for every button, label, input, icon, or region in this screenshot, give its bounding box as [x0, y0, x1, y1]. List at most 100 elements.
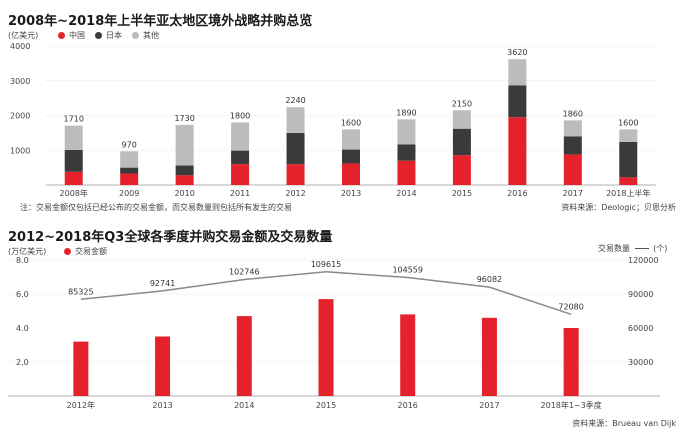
legend-count-label: 交易数量: [598, 244, 630, 253]
chart1-legend: 中国 日本 其他: [58, 30, 159, 41]
chart2-amount-bar: [563, 328, 579, 396]
chart1-total-label: 2240: [285, 96, 305, 105]
chart2-legend: 交易金额: [64, 246, 107, 257]
chart1-bar-other: [231, 122, 250, 151]
chart1-x-tick-label: 2013: [341, 189, 361, 198]
legend-japan-label: 日本: [106, 31, 122, 40]
chart1-bar-china: [452, 155, 471, 185]
chart1-bar-china: [619, 177, 638, 185]
chart1-bar-other: [120, 151, 139, 168]
chart2-amount-bar: [155, 336, 171, 396]
chart1-x-tick-label: 2012: [285, 189, 305, 198]
chart1-bar-japan: [64, 149, 83, 172]
chart1-x-tick-label: 2015: [452, 189, 472, 198]
chart1-x-tick-label: 2008年: [60, 188, 88, 198]
chart2-y2-tick-label: 30000: [628, 358, 653, 367]
chart1-bar-other: [619, 129, 638, 142]
chart2-x-tick-label: 2013: [152, 401, 172, 410]
chart1-total-label: 1730: [174, 114, 194, 123]
chart2-count-line: [80, 271, 572, 316]
chart1-note: 注：交易金额仅包括已经公布的交易金额，而交易数量则包括所有发生的交易: [20, 203, 292, 212]
chart1-x-tick-label: 2018上半年: [606, 188, 650, 198]
chart2-x-tick-label: 2017: [479, 401, 499, 410]
chart1-bar-china: [508, 117, 527, 185]
chart1-bar-china: [397, 160, 416, 185]
chart1-bar-japan: [452, 128, 471, 156]
chart1-bar-other: [175, 124, 194, 166]
chart1-bar-other: [64, 125, 83, 150]
chart2-x-tick-label: 2015: [316, 401, 336, 410]
chart1-bar-china: [231, 164, 250, 185]
chart1-bar-other: [342, 129, 360, 150]
legend-count-unit: (个): [653, 244, 668, 253]
chart1-bar-japan: [342, 149, 360, 164]
legend-other-swatch: [132, 32, 139, 39]
chart1-y-unit: (亿美元): [8, 31, 39, 40]
chart1-x-tick-label: 2014: [396, 189, 416, 198]
legend-amount-label: 交易金额: [75, 247, 107, 256]
chart1-x-tick-label: 2017: [563, 189, 583, 198]
chart1-total-label: 1860: [563, 109, 583, 118]
chart1-total-label: 3620: [507, 48, 527, 57]
chart1-bar-other: [563, 120, 582, 137]
chart1-bar-japan: [231, 150, 250, 165]
chart1-bar-japan: [563, 136, 582, 155]
chart1-bar-japan: [397, 144, 416, 161]
chart2-count-label: 85325: [68, 287, 93, 296]
chart2-amount-bar: [481, 317, 497, 396]
legend-japan-swatch: [95, 32, 102, 39]
chart1-y-tick-label: 1000: [10, 146, 30, 155]
chart1-bar-japan: [175, 165, 194, 176]
chart1-bar-japan: [286, 132, 305, 165]
chart2-y-tick-label: 2.0: [16, 358, 29, 367]
chart1-bar-china: [64, 171, 83, 185]
legend-other-label: 其他: [143, 31, 159, 40]
chart1-bar-japan: [508, 85, 527, 118]
chart1-y-tick-label: 3000: [10, 77, 30, 86]
chart2-count-label: 102746: [229, 268, 260, 277]
chart2-y-tick-label: 4.0: [16, 324, 29, 333]
legend-china-swatch: [58, 32, 65, 39]
chart1-plot: 1000 2000 3000 4000 1710 2008年 970 2009 1730 2010…: [10, 42, 656, 198]
chart1-title: 2008年~2018年上半年亚太地区境外战略并购总览: [8, 14, 313, 29]
chart1-bar-other: [452, 110, 471, 129]
chart1-bar-china: [175, 175, 194, 185]
chart2-y-unit: (万亿美元): [8, 247, 47, 256]
chart1-total-label: 1600: [618, 118, 638, 127]
chart1-y-tick-label: 2000: [10, 112, 30, 121]
chart1-total-label: 2150: [452, 99, 472, 108]
chart1-bar-china: [286, 164, 305, 185]
chart1-bar-china: [342, 163, 360, 185]
chart1-y-tick-label: 4000: [10, 42, 30, 51]
chart1-total-label: 1890: [396, 108, 416, 117]
chart2-count-label: 96082: [477, 275, 502, 284]
chart2-count-label: 92741: [150, 279, 175, 288]
chart1-x-tick-label: 2016: [507, 189, 527, 198]
chart1-total-label: 1600: [341, 118, 361, 127]
chart2-y2-tick-label: 60000: [628, 324, 653, 333]
chart2-source: 资料来源：Brueau van Dijk: [572, 419, 676, 428]
chart1-bar-other: [397, 119, 416, 145]
chart1-bar-other: [508, 59, 527, 86]
chart1-total-label: 1710: [64, 115, 84, 124]
chart2-y-tick-label: 6.0: [16, 290, 29, 299]
chart2-x-tick-label: 2014: [234, 401, 254, 410]
chart2-count-label: 109615: [311, 260, 342, 269]
chart2-count-label: 104559: [392, 265, 423, 274]
chart1-bar-other: [286, 107, 305, 133]
chart2-y2-tick-label: 90000: [628, 290, 653, 299]
chart1-bar-china: [120, 173, 139, 185]
chart1-x-tick-label: 2011: [230, 189, 250, 198]
chart2-x-tick-label: 2016: [398, 401, 418, 410]
chart2-amount-bar: [236, 316, 252, 396]
chart1-bar-china: [563, 154, 582, 185]
legend-count-line: [634, 248, 649, 249]
chart2-amount-bar: [73, 341, 89, 396]
legend-amount-swatch: [64, 248, 71, 255]
chart2-x-tick-label: 2012年: [67, 400, 95, 410]
chart2-y2-tick-label: 120000: [628, 256, 659, 265]
legend-china-label: 中国: [69, 31, 85, 40]
chart2-amount-bar: [400, 314, 416, 396]
chart1-x-tick-label: 2009: [119, 189, 139, 198]
chart1-total-label: 970: [122, 140, 137, 149]
